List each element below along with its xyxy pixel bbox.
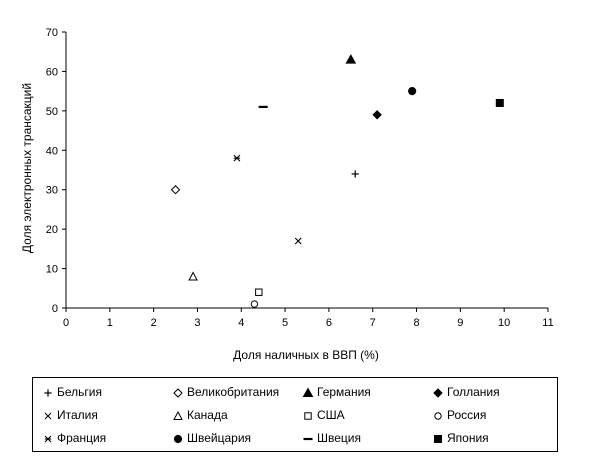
legend-marker (431, 407, 445, 423)
x-tick-label: 5 (282, 317, 288, 329)
legend-label: Италия (57, 408, 98, 422)
legend-item: Швейцария (171, 430, 251, 446)
legend-marker-diamond-open (173, 388, 183, 398)
data-point-asterisk (233, 154, 241, 162)
legend-marker (301, 407, 315, 423)
legend-marker (301, 430, 315, 446)
y-tick-label: 40 (46, 145, 58, 157)
legend-marker-triangle-filled (302, 387, 314, 397)
x-tick-label: 1 (107, 317, 113, 329)
x-tick-label: 2 (151, 317, 157, 329)
data-point-cross (294, 237, 302, 245)
data-point-diamond-filled (372, 110, 382, 120)
legend-label: Швейцария (187, 431, 252, 445)
y-tick-label: 30 (46, 185, 58, 197)
legend-item: Швеция (301, 430, 361, 446)
data-point-triangle-filled (345, 54, 357, 64)
legend-item: Голлания (431, 384, 500, 400)
y-tick-label: 20 (46, 224, 58, 236)
legend-marker (171, 407, 185, 423)
data-points (170, 54, 504, 308)
y-tick-label: 60 (46, 66, 58, 78)
legend-marker-square-open (304, 412, 312, 420)
x-tick-label: 9 (457, 317, 463, 329)
legend-item: Россия (431, 407, 486, 423)
x-tick-label: 11 (542, 317, 553, 329)
legend-item: Великобритания (171, 384, 279, 400)
legend-label: Япония (447, 431, 489, 445)
legend-marker (171, 384, 185, 400)
legend-marker (41, 407, 55, 423)
legend-marker-cross (44, 412, 52, 420)
legend-label: Франция (57, 431, 107, 445)
data-point-circle-filled (408, 87, 417, 96)
data-point-square-open (255, 288, 263, 296)
legend-item: США (301, 407, 345, 423)
x-tick-label: 10 (498, 317, 510, 329)
data-point-plus (351, 170, 359, 178)
x-tick-label: 6 (326, 317, 332, 329)
data-point-diamond-open (170, 185, 181, 195)
legend: Бельгия Великобритания Германия Голлания Ита… (32, 377, 558, 452)
legend-marker (41, 430, 55, 446)
legend-marker (431, 430, 445, 446)
legend-label: Канада (187, 408, 228, 422)
y-tick-label: 10 (46, 264, 58, 276)
legend-marker (171, 430, 185, 446)
legend-marker-diamond-filled (433, 388, 443, 398)
legend-marker-triangle-open (173, 410, 183, 420)
legend-label: Голлания (447, 385, 500, 399)
data-point-square-filled (495, 98, 504, 107)
legend-marker (41, 384, 55, 400)
x-tick-label: 4 (238, 317, 244, 329)
x-axis-title: Доля наличных в ВВП (%) (233, 348, 379, 362)
legend-marker-plus (44, 389, 52, 397)
data-point-circle-open (250, 300, 259, 308)
legend-marker (431, 384, 445, 400)
legend-marker-asterisk (44, 435, 52, 443)
legend-item: Германия (301, 384, 371, 400)
legend-item: Бельгия (41, 384, 102, 400)
legend-label: Германия (317, 385, 371, 399)
axes: 0 1 2 3 4 5 6 7 8 9 10 11 0 10 20 30 40 50 60 70 (46, 27, 554, 329)
x-tick-label: 0 (63, 317, 69, 329)
x-tick-label: 7 (370, 317, 376, 329)
legend-label: Бельгия (57, 385, 102, 399)
legend-marker (301, 384, 315, 400)
legend-item: Франция (41, 430, 106, 446)
y-tick-label: 50 (46, 106, 58, 118)
y-tick-label: 0 (52, 303, 58, 315)
legend-item: Италия (41, 407, 98, 423)
legend-label: США (317, 408, 345, 422)
y-axis-title: Доля электронных трансакций (20, 83, 34, 253)
x-tick-label: 3 (194, 317, 200, 329)
legend-item: Япония (431, 430, 489, 446)
legend-marker-circle-filled (173, 434, 183, 443)
y-tick-label: 70 (46, 27, 58, 39)
legend-label: Великобритания (187, 385, 280, 399)
legend-marker-circle-open (434, 412, 442, 420)
scatter-chart: 0 1 2 3 4 5 6 7 8 9 10 11 0 10 20 30 40 50 60 70 Доля налич… (20, 27, 554, 362)
legend-item: Канада (171, 407, 228, 423)
legend-label: Швеция (317, 431, 361, 445)
data-point-triangle-open (188, 271, 198, 281)
legend-marker-square-filled (434, 434, 442, 443)
legend-label: Россия (447, 408, 487, 422)
x-tick-label: 8 (413, 317, 419, 329)
